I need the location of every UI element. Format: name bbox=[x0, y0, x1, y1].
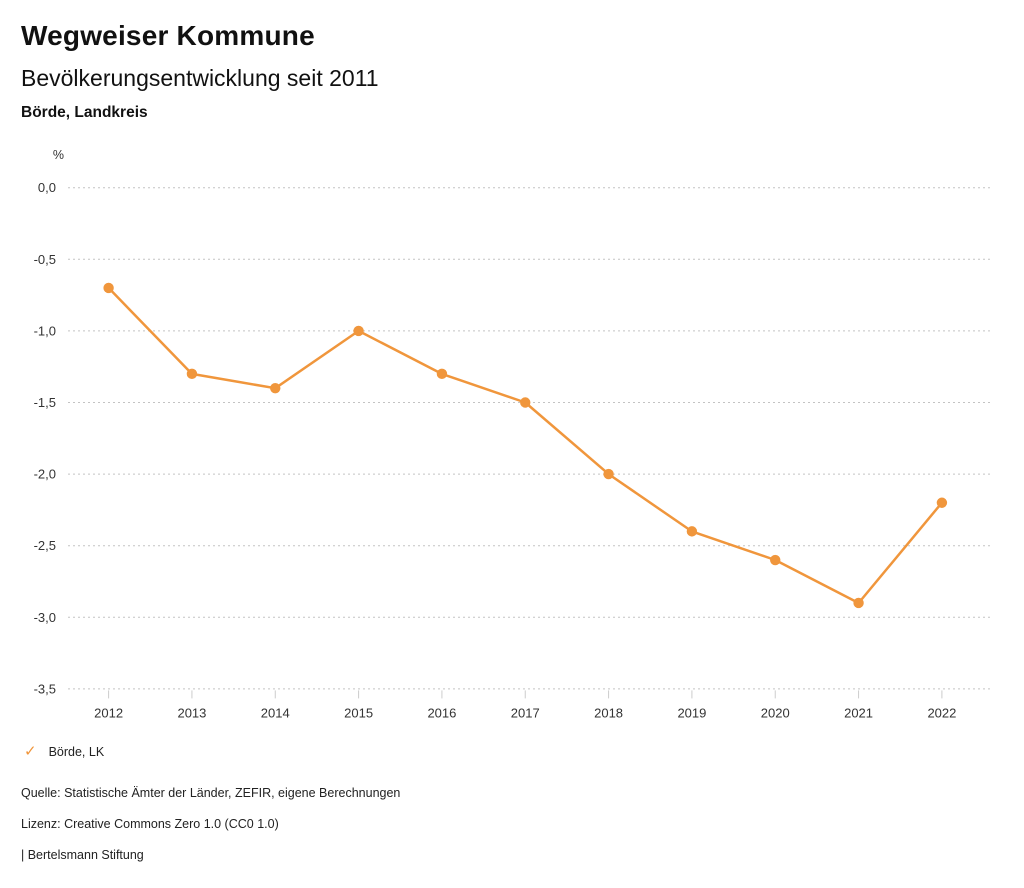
data-point[interactable] bbox=[770, 554, 781, 566]
y-tick-label: -2,0 bbox=[34, 467, 56, 482]
legend-item[interactable]: ✓ Börde, LK bbox=[24, 744, 104, 760]
x-tick-label: 2019 bbox=[677, 706, 706, 721]
chart-title: Bevölkerungsentwicklung seit 2011 bbox=[21, 65, 379, 91]
x-tick-label: 2020 bbox=[761, 706, 790, 721]
x-tick-label: 2018 bbox=[594, 706, 623, 721]
data-point[interactable] bbox=[936, 497, 948, 508]
y-axis-unit-label: % bbox=[53, 148, 64, 162]
data-point[interactable] bbox=[853, 597, 864, 609]
data-point[interactable] bbox=[270, 382, 281, 394]
y-tick-label: -1,5 bbox=[34, 395, 56, 410]
y-tick-label: -2,5 bbox=[34, 538, 56, 553]
x-tick-label: 2015 bbox=[344, 706, 373, 721]
x-tick-label: 2012 bbox=[94, 706, 123, 721]
x-tick-label: 2021 bbox=[844, 706, 873, 721]
x-tick-label: 2013 bbox=[177, 706, 206, 721]
page-title: Wegweiser Kommune bbox=[21, 20, 315, 51]
trend-line bbox=[107, 286, 944, 605]
data-point[interactable] bbox=[603, 468, 614, 480]
source-text: Quelle: Statistische Ämter der Länder, Z… bbox=[21, 786, 401, 800]
y-tick-label: -3,0 bbox=[34, 610, 56, 625]
data-point[interactable] bbox=[436, 368, 448, 380]
data-point[interactable] bbox=[686, 526, 698, 537]
x-tick-label: 2022 bbox=[927, 706, 956, 721]
data-point[interactable] bbox=[186, 368, 198, 380]
x-tick-label: 2017 bbox=[511, 706, 540, 721]
x-tick-label: 2016 bbox=[427, 706, 456, 721]
population-line-chart: % 0,0 -0,5 -1,0 -1,5 -2,0 -2,5 -3,0 -3,5 2012 2013… bbox=[34, 148, 990, 721]
region-label: Börde, Landkreis bbox=[21, 104, 148, 121]
y-tick-label: -1,0 bbox=[34, 323, 56, 338]
y-tick-label: 0,0 bbox=[38, 180, 56, 195]
branding-text: | Bertelsmann Stiftung bbox=[21, 848, 144, 862]
check-icon: ✓ bbox=[24, 743, 37, 760]
data-point[interactable] bbox=[103, 282, 114, 294]
x-tick-label: 2014 bbox=[261, 706, 290, 721]
legend-label: Börde, LK bbox=[48, 745, 105, 759]
y-tick-label: -0,5 bbox=[34, 252, 56, 267]
data-point[interactable] bbox=[520, 397, 531, 408]
data-point[interactable] bbox=[353, 325, 364, 337]
license-text: Lizenz: Creative Commons Zero 1.0 (CC0 1… bbox=[21, 817, 279, 831]
y-tick-label: -3,5 bbox=[34, 681, 56, 696]
